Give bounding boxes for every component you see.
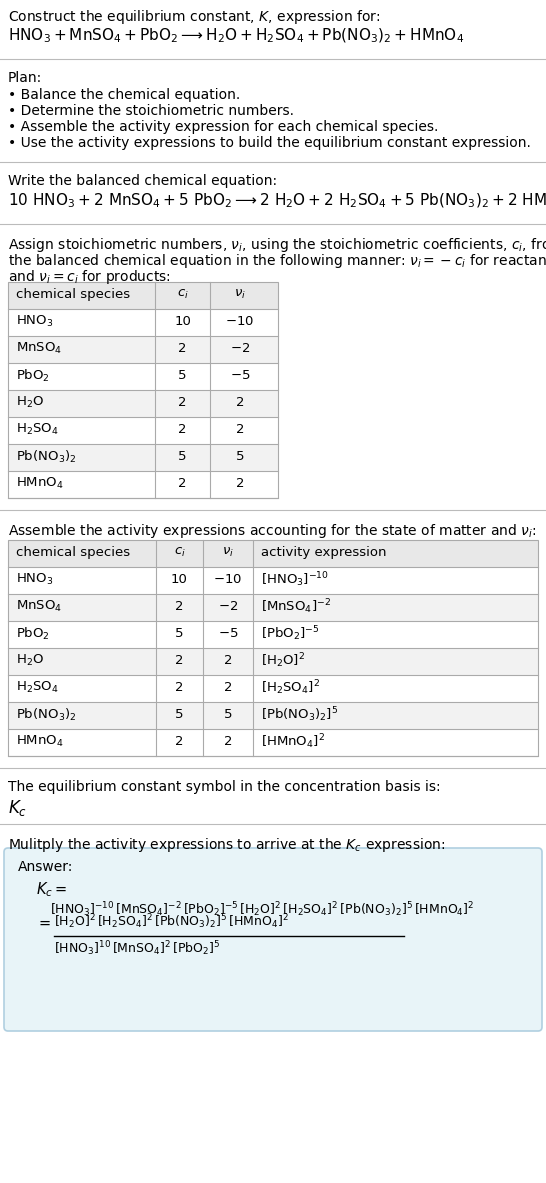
Text: 2: 2 — [178, 424, 187, 437]
Text: activity expression: activity expression — [261, 547, 387, 560]
Text: • Balance the chemical equation.: • Balance the chemical equation. — [8, 88, 240, 102]
Text: $=$: $=$ — [36, 914, 51, 930]
Text: 2: 2 — [236, 477, 244, 490]
Text: 2: 2 — [175, 600, 184, 613]
Text: $\mathrm{H_2O}$: $\mathrm{H_2O}$ — [16, 395, 44, 411]
Text: $[\mathrm{PbO_2}]^{-5}$: $[\mathrm{PbO_2}]^{-5}$ — [261, 625, 319, 642]
Text: $\mathrm{MnSO_4}$: $\mathrm{MnSO_4}$ — [16, 599, 62, 614]
Text: 5: 5 — [175, 627, 184, 640]
Text: $\mathrm{HNO_3} + \mathrm{MnSO_4} + \mathrm{PbO_2} \longrightarrow \mathrm{H_2O}: $\mathrm{HNO_3} + \mathrm{MnSO_4} + \mat… — [8, 27, 464, 45]
Text: $c_i$: $c_i$ — [174, 545, 186, 560]
Text: 5: 5 — [224, 707, 232, 720]
Text: 2: 2 — [178, 477, 187, 490]
Text: $c_i$: $c_i$ — [176, 287, 188, 300]
Text: 2: 2 — [175, 735, 184, 748]
Text: 2: 2 — [224, 735, 232, 748]
Text: $\mathrm{H_2O}$: $\mathrm{H_2O}$ — [16, 653, 44, 668]
Text: 5: 5 — [178, 450, 187, 463]
Text: $\mathrm{HMnO_4}$: $\mathrm{HMnO_4}$ — [16, 476, 64, 491]
Text: Write the balanced chemical equation:: Write the balanced chemical equation: — [8, 174, 277, 188]
Bar — [8, 539, 538, 567]
Bar — [8, 336, 278, 363]
Text: $[\mathrm{H_2SO_4}]^2$: $[\mathrm{H_2SO_4}]^2$ — [261, 678, 320, 697]
Bar — [8, 621, 538, 648]
Text: $-2$: $-2$ — [230, 342, 250, 355]
Text: Assign stoichiometric numbers, $\nu_i$, using the stoichiometric coefficients, $: Assign stoichiometric numbers, $\nu_i$, … — [8, 235, 546, 254]
Text: 5: 5 — [178, 369, 187, 382]
Text: 2: 2 — [236, 424, 244, 437]
Bar — [8, 648, 538, 675]
Text: $\mathrm{HMnO_4}$: $\mathrm{HMnO_4}$ — [16, 733, 64, 749]
Text: Mulitply the activity expressions to arrive at the $K_c$ expression:: Mulitply the activity expressions to arr… — [8, 836, 446, 854]
Text: $[\mathrm{H_2O}]^2\,[\mathrm{H_2SO_4}]^2\,[\mathrm{Pb(NO_3)_2}]^5\,[\mathrm{HMnO: $[\mathrm{H_2O}]^2\,[\mathrm{H_2SO_4}]^2… — [54, 912, 289, 931]
Text: • Determine the stoichiometric numbers.: • Determine the stoichiometric numbers. — [8, 104, 294, 118]
Text: • Assemble the activity expression for each chemical species.: • Assemble the activity expression for e… — [8, 119, 438, 134]
Text: $-5$: $-5$ — [218, 627, 238, 640]
Text: $\mathrm{H_2SO_4}$: $\mathrm{H_2SO_4}$ — [16, 680, 58, 696]
Text: 2: 2 — [224, 654, 232, 667]
Bar — [8, 471, 278, 498]
Text: $[\mathrm{MnSO_4}]^{-2}$: $[\mathrm{MnSO_4}]^{-2}$ — [261, 597, 331, 616]
Text: $[\mathrm{HNO_3}]^{-10}\,[\mathrm{MnSO_4}]^{-2}\,[\mathrm{PbO_2}]^{-5}\,[\mathrm: $[\mathrm{HNO_3}]^{-10}\,[\mathrm{MnSO_4… — [50, 900, 474, 919]
Text: $\mathrm{Pb(NO_3)_2}$: $\mathrm{Pb(NO_3)_2}$ — [16, 448, 76, 465]
Bar — [8, 729, 538, 756]
Text: 2: 2 — [236, 396, 244, 409]
Bar — [8, 594, 538, 621]
Text: 5: 5 — [236, 450, 244, 463]
Text: 2: 2 — [175, 681, 184, 694]
Text: $[\mathrm{H_2O}]^2$: $[\mathrm{H_2O}]^2$ — [261, 651, 305, 670]
Text: Answer:: Answer: — [18, 860, 73, 874]
Text: $10\ \mathrm{HNO_3} + 2\ \mathrm{MnSO_4} + 5\ \mathrm{PbO_2} \longrightarrow 2\ : $10\ \mathrm{HNO_3} + 2\ \mathrm{MnSO_4}… — [8, 192, 546, 211]
Text: Construct the equilibrium constant, $K$, expression for:: Construct the equilibrium constant, $K$,… — [8, 8, 381, 26]
Bar — [8, 282, 278, 309]
Text: and $\nu_i = c_i$ for products:: and $\nu_i = c_i$ for products: — [8, 269, 171, 286]
Text: $K_c$: $K_c$ — [8, 799, 27, 817]
Bar — [8, 282, 278, 498]
Text: $-10$: $-10$ — [225, 315, 254, 328]
Bar — [8, 309, 278, 336]
Text: $\mathrm{HNO_3}$: $\mathrm{HNO_3}$ — [16, 313, 54, 329]
Bar — [8, 444, 278, 471]
Text: $-5$: $-5$ — [230, 369, 250, 382]
Text: 10: 10 — [174, 315, 191, 328]
Text: chemical species: chemical species — [16, 287, 130, 300]
Text: the balanced chemical equation in the following manner: $\nu_i = -c_i$ for react: the balanced chemical equation in the fo… — [8, 252, 546, 270]
Bar — [8, 539, 538, 756]
Text: $\mathrm{PbO_2}$: $\mathrm{PbO_2}$ — [16, 368, 50, 383]
Text: $\mathrm{MnSO_4}$: $\mathrm{MnSO_4}$ — [16, 341, 62, 356]
Text: $\mathrm{HNO_3}$: $\mathrm{HNO_3}$ — [16, 571, 54, 587]
Text: $\nu_i$: $\nu_i$ — [222, 545, 234, 560]
Text: chemical species: chemical species — [16, 547, 130, 560]
Text: Assemble the activity expressions accounting for the state of matter and $\nu_i$: Assemble the activity expressions accoun… — [8, 522, 536, 539]
Text: The equilibrium constant symbol in the concentration basis is:: The equilibrium constant symbol in the c… — [8, 780, 441, 794]
Text: $-10$: $-10$ — [213, 573, 242, 586]
Bar — [8, 363, 278, 390]
Text: $[\mathrm{HNO_3}]^{-10}$: $[\mathrm{HNO_3}]^{-10}$ — [261, 570, 329, 589]
Text: $\nu_i$: $\nu_i$ — [234, 287, 246, 300]
Text: $-2$: $-2$ — [218, 600, 238, 613]
Text: 2: 2 — [178, 342, 187, 355]
Text: Plan:: Plan: — [8, 71, 42, 85]
Text: $[\mathrm{Pb(NO_3)_2}]^5$: $[\mathrm{Pb(NO_3)_2}]^5$ — [261, 705, 339, 724]
Text: 2: 2 — [178, 396, 187, 409]
Text: $\mathrm{PbO_2}$: $\mathrm{PbO_2}$ — [16, 626, 50, 641]
Text: $K_c =$: $K_c =$ — [36, 880, 67, 899]
Text: $[\mathrm{HMnO_4}]^2$: $[\mathrm{HMnO_4}]^2$ — [261, 732, 325, 751]
Text: 2: 2 — [175, 654, 184, 667]
Text: 5: 5 — [175, 707, 184, 720]
FancyBboxPatch shape — [4, 848, 542, 1032]
Bar — [8, 567, 538, 594]
Text: 10: 10 — [171, 573, 188, 586]
Bar — [8, 390, 278, 416]
Bar — [8, 675, 538, 702]
Bar — [8, 702, 538, 729]
Text: $\mathrm{Pb(NO_3)_2}$: $\mathrm{Pb(NO_3)_2}$ — [16, 706, 76, 723]
Text: • Use the activity expressions to build the equilibrium constant expression.: • Use the activity expressions to build … — [8, 136, 531, 150]
Bar — [8, 416, 278, 444]
Text: $\mathrm{H_2SO_4}$: $\mathrm{H_2SO_4}$ — [16, 422, 58, 437]
Text: 2: 2 — [224, 681, 232, 694]
Text: $[\mathrm{HNO_3}]^{10}\,[\mathrm{MnSO_4}]^2\,[\mathrm{PbO_2}]^5$: $[\mathrm{HNO_3}]^{10}\,[\mathrm{MnSO_4}… — [54, 939, 221, 958]
